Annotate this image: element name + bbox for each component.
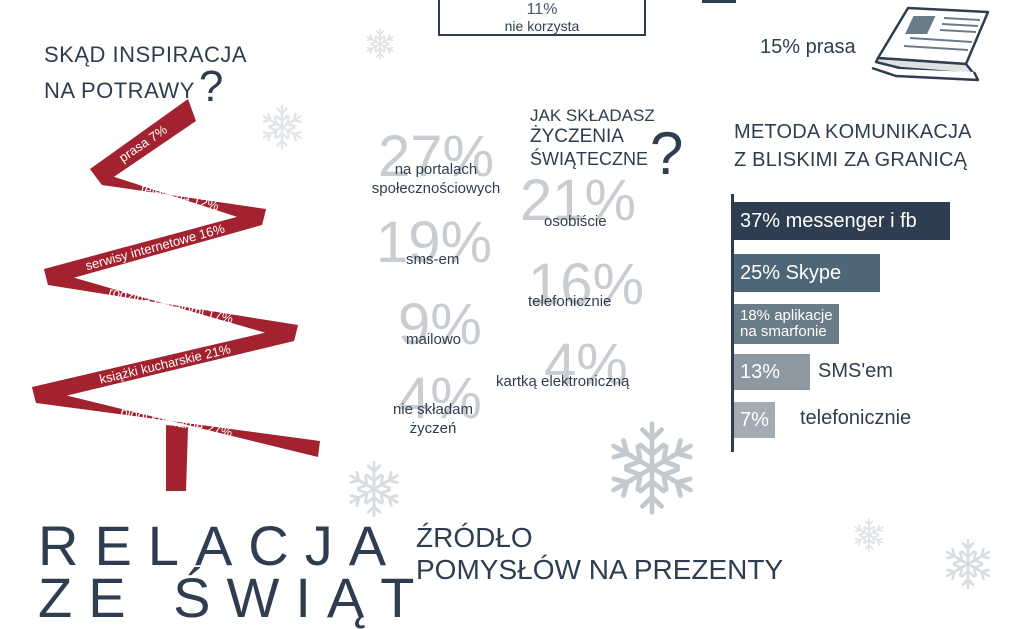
bar-chart-axis [731, 194, 734, 452]
greeting-caption-line: nie składam [392, 401, 474, 418]
snowflake-icon [942, 538, 994, 590]
greeting-caption-in-person: osobiście [544, 213, 607, 230]
no-usage-box: 11% nie korzysta [438, 0, 646, 36]
tree-item-label: rodzina i znajomi 17% [107, 284, 235, 327]
ribbon-segment [32, 325, 298, 403]
ribbon-segment [90, 99, 196, 185]
snowflake-icon [604, 420, 700, 516]
greeting-percent-in-person: 21% [520, 168, 637, 233]
bar-label: 37% messenger i fb [740, 209, 917, 232]
bar-phone: 7% [734, 402, 775, 438]
greeting-caption-line: na portalach [394, 161, 478, 178]
greeting-percent-phone: 16% [528, 252, 645, 317]
greetings-title-line1: JAK SKŁADASZ [530, 106, 655, 125]
snowflake-icon [852, 518, 886, 552]
bar-sms: 13% [734, 354, 810, 390]
bar-phone-label: telefonicznie [800, 407, 912, 429]
report-title-line2: ZE ŚWIĄT [38, 566, 431, 629]
gift-source-title-line2: POMYSŁÓW NA PREZENTY [416, 554, 784, 585]
bar-skype: 25% Skype [734, 254, 880, 292]
greeting-caption-ecard: kartką elektroniczną [496, 373, 630, 390]
snowflake-icon [364, 28, 396, 60]
inspiration-tree-ribbon: prasa 7%telewizja 12%serwisy internetowe… [32, 99, 320, 491]
gift-source-title: ŹRÓDŁO POMYSŁÓW NA PREZENTY [416, 522, 783, 586]
communication-title-line1: METODA KOMUNIKACJA [734, 121, 972, 143]
gift-source-title-line1: ŹRÓDŁO [416, 522, 533, 553]
bar-label: 25% Skype [740, 261, 842, 284]
bar-sms-label: SMS'em [818, 360, 893, 382]
ribbon-segment [32, 387, 320, 457]
ribbon-trunk [166, 425, 188, 491]
greeting-caption-none: nie składam życzeń [380, 400, 486, 438]
bar-label-line: na smarfonie [740, 323, 827, 340]
press-label: 15% prasa [760, 36, 856, 58]
bar-percent: 7% [740, 408, 769, 431]
report-title-line1: RELACJA [38, 514, 403, 577]
no-usage-label: nie korzysta [504, 18, 580, 34]
greeting-caption-phone: telefonicznie [528, 293, 612, 310]
bar-percent: 13% [740, 360, 781, 383]
bar-apps: 18% aplikacje na smarfonie [734, 304, 839, 344]
tree-item-label: serwisy internetowe 16% [84, 221, 227, 274]
greeting-percent-sms: 19% [376, 210, 493, 275]
greeting-percent-portals: 27% [378, 124, 495, 189]
greeting-caption-line: życzeń [409, 420, 457, 437]
inspiration-title: SKĄD INSPIRACJA NA POTRAWY ? [44, 42, 248, 109]
greetings-title: JAK SKŁADASZ ŻYCZENIA ŚWIĄTECZNE ? [530, 106, 684, 187]
communication-title: METODA KOMUNIKACJA Z BLISKIMI ZA GRANICĄ [734, 118, 972, 174]
inspiration-title-line2: NA POTRAWY [44, 78, 195, 103]
greeting-caption-line: społecznościowych [371, 180, 501, 197]
greeting-percent-none: 4% [398, 366, 482, 431]
greetings-title-line2: ŻYCZENIA [530, 126, 624, 147]
greeting-percent-ecard: 4% [544, 332, 628, 397]
inspiration-question-mark: ? [198, 62, 224, 111]
inspiration-title-line1: SKĄD INSPIRACJA [44, 42, 248, 67]
greeting-caption-sms: sms-em [406, 251, 460, 268]
ribbon-segment [90, 169, 266, 225]
tree-item-label: książki kucharskie 21% [98, 341, 233, 387]
bar-label-line: 18% aplikacje [740, 307, 833, 324]
greeting-caption-portals: na portalach społecznościowych [352, 160, 520, 198]
newspaper-icon [870, 2, 994, 87]
greetings-question-mark: ? [650, 120, 684, 187]
greeting-caption-email: mailowo [406, 331, 462, 348]
greetings-title-line3: ŚWIĄTECZNE [530, 149, 649, 169]
bar-messenger: 37% messenger i fb [734, 202, 950, 240]
decorative-mark [702, 0, 736, 3]
communication-title-line2: Z BLISKIMI ZA GRANICĄ [734, 149, 968, 171]
snowflake-icon [345, 460, 403, 518]
greeting-percent-email: 9% [398, 292, 482, 357]
no-usage-percent: 11% [526, 1, 558, 18]
tree-item-label: telewizja 12% [140, 180, 221, 213]
ribbon-segment [44, 269, 298, 341]
ribbon-segment [44, 209, 266, 285]
